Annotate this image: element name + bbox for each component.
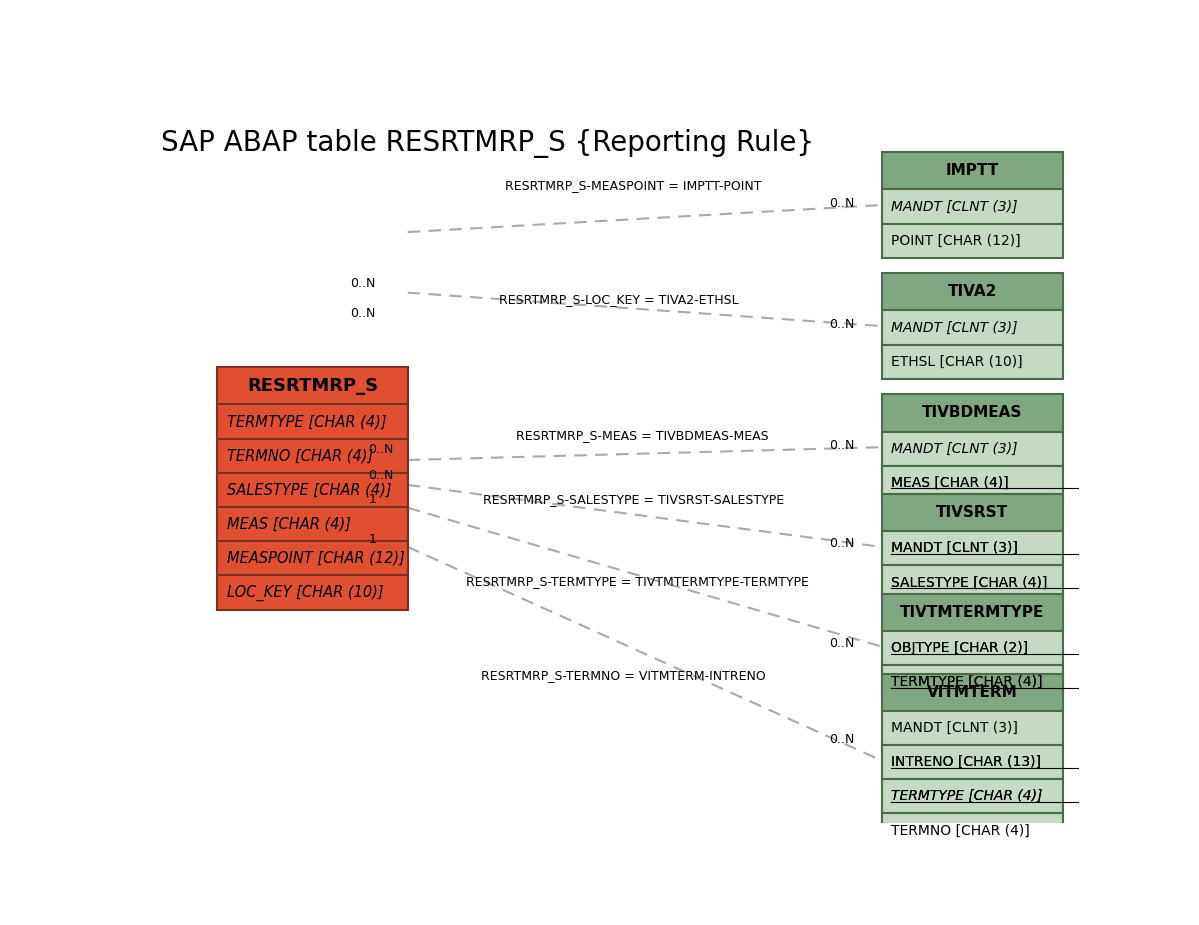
Text: TIVTMTERMTYPE: TIVTMTERMTYPE (900, 605, 1044, 620)
Text: 0..N: 0..N (368, 469, 393, 482)
FancyBboxPatch shape (881, 665, 1062, 699)
FancyBboxPatch shape (881, 745, 1062, 779)
Text: MANDT [CLNT (3)]: MANDT [CLNT (3)] (891, 441, 1018, 456)
Text: MANDT [CLNT (3)]: MANDT [CLNT (3)] (891, 721, 1018, 734)
Text: 0..N: 0..N (829, 439, 854, 452)
FancyBboxPatch shape (217, 367, 408, 404)
Text: MANDT [CLNT (3)]: MANDT [CLNT (3)] (891, 541, 1018, 555)
Text: TERMTYPE [CHAR (4)]: TERMTYPE [CHAR (4)] (891, 789, 1042, 803)
Text: 0..N: 0..N (829, 197, 854, 210)
FancyBboxPatch shape (881, 779, 1062, 813)
Text: SALESTYPE [CHAR (4)]: SALESTYPE [CHAR (4)] (227, 483, 391, 498)
Text: TERMNO [CHAR (4)]: TERMNO [CHAR (4)] (227, 449, 373, 463)
FancyBboxPatch shape (881, 531, 1062, 565)
FancyBboxPatch shape (217, 438, 408, 473)
Text: TERMTYPE [CHAR (4)]: TERMTYPE [CHAR (4)] (227, 414, 386, 429)
Text: 0..N: 0..N (368, 443, 393, 456)
FancyBboxPatch shape (881, 465, 1062, 500)
Text: RESRTMRP_S-TERMTYPE = TIVTMTERMTYPE-TERMTYPE: RESRTMRP_S-TERMTYPE = TIVTMTERMTYPE-TERM… (466, 574, 809, 587)
Text: OBJTYPE [CHAR (2)]: OBJTYPE [CHAR (2)] (891, 641, 1028, 655)
FancyBboxPatch shape (881, 494, 1062, 531)
FancyBboxPatch shape (881, 394, 1062, 431)
Text: RESRTMRP_S-TERMNO = VITMTERM-INTRENO: RESRTMRP_S-TERMNO = VITMTERM-INTRENO (482, 669, 766, 682)
Text: TERMTYPE [CHAR (4)]: TERMTYPE [CHAR (4)] (891, 675, 1042, 689)
Text: OBJTYPE [CHAR (2)]: OBJTYPE [CHAR (2)] (891, 641, 1028, 655)
Text: RESRTMRP_S-MEAS = TIVBDMEAS-MEAS: RESRTMRP_S-MEAS = TIVBDMEAS-MEAS (516, 428, 769, 441)
Text: POINT [CHAR (12)]: POINT [CHAR (12)] (891, 234, 1020, 248)
FancyBboxPatch shape (881, 631, 1062, 665)
Text: MEAS [CHAR (4)]: MEAS [CHAR (4)] (891, 475, 1008, 490)
Text: TERMNO [CHAR (4)]: TERMNO [CHAR (4)] (891, 823, 1030, 837)
FancyBboxPatch shape (881, 813, 1062, 847)
Text: RESRTMRP_S-MEASPOINT = IMPTT-POINT: RESRTMRP_S-MEASPOINT = IMPTT-POINT (505, 179, 761, 192)
Text: SALESTYPE [CHAR (4)]: SALESTYPE [CHAR (4)] (891, 575, 1047, 589)
Text: 0..N: 0..N (829, 536, 854, 549)
Text: SALESTYPE [CHAR (4)]: SALESTYPE [CHAR (4)] (891, 575, 1047, 589)
Text: 0..N: 0..N (829, 636, 854, 649)
Text: MEASPOINT [CHAR (12)]: MEASPOINT [CHAR (12)] (227, 550, 404, 566)
Text: 1: 1 (368, 534, 376, 547)
FancyBboxPatch shape (881, 274, 1062, 311)
Text: RESRTMRP_S-SALESTYPE = TIVSRST-SALESTYPE: RESRTMRP_S-SALESTYPE = TIVSRST-SALESTYPE (482, 493, 784, 506)
FancyBboxPatch shape (217, 507, 408, 541)
FancyBboxPatch shape (881, 345, 1062, 379)
Text: 0..N: 0..N (350, 307, 375, 320)
Text: SAP ABAP table RESRTMRP_S {Reporting Rule}: SAP ABAP table RESRTMRP_S {Reporting Rul… (161, 129, 814, 158)
Text: INTRENO [CHAR (13)]: INTRENO [CHAR (13)] (891, 755, 1041, 769)
FancyBboxPatch shape (217, 404, 408, 438)
FancyBboxPatch shape (881, 190, 1062, 224)
FancyBboxPatch shape (881, 311, 1062, 345)
Text: ETHSL [CHAR (10)]: ETHSL [CHAR (10)] (891, 354, 1023, 369)
Text: TERMTYPE [CHAR (4)]: TERMTYPE [CHAR (4)] (891, 675, 1042, 689)
Text: VITMTERM: VITMTERM (927, 684, 1018, 699)
Text: 0..N: 0..N (350, 277, 375, 290)
Text: IMPTT: IMPTT (946, 164, 999, 179)
Text: MEAS [CHAR (4)]: MEAS [CHAR (4)] (891, 475, 1008, 490)
Text: TERMTYPE [CHAR (4)]: TERMTYPE [CHAR (4)] (891, 789, 1042, 803)
FancyBboxPatch shape (881, 673, 1062, 710)
Text: MEAS [CHAR (4)]: MEAS [CHAR (4)] (227, 516, 350, 532)
FancyBboxPatch shape (881, 594, 1062, 631)
Text: MANDT [CLNT (3)]: MANDT [CLNT (3)] (891, 321, 1018, 335)
Text: MANDT [CLNT (3)]: MANDT [CLNT (3)] (891, 200, 1018, 214)
FancyBboxPatch shape (881, 565, 1062, 599)
Text: 0..N: 0..N (829, 733, 854, 746)
Text: TIVA2: TIVA2 (947, 284, 996, 300)
Text: INTRENO [CHAR (13)]: INTRENO [CHAR (13)] (891, 755, 1041, 769)
FancyBboxPatch shape (881, 224, 1062, 258)
FancyBboxPatch shape (217, 541, 408, 575)
Text: TIVSRST: TIVSRST (936, 505, 1008, 520)
Text: 1: 1 (368, 493, 376, 506)
Text: RESRTMRP_S-LOC_KEY = TIVA2-ETHSL: RESRTMRP_S-LOC_KEY = TIVA2-ETHSL (499, 293, 739, 306)
Text: RESRTMRP_S: RESRTMRP_S (247, 376, 378, 395)
FancyBboxPatch shape (217, 473, 408, 507)
Text: LOC_KEY [CHAR (10)]: LOC_KEY [CHAR (10)] (227, 585, 384, 600)
Text: TIVBDMEAS: TIVBDMEAS (922, 405, 1023, 421)
FancyBboxPatch shape (881, 431, 1062, 465)
Text: MANDT [CLNT (3)]: MANDT [CLNT (3)] (891, 541, 1018, 555)
FancyBboxPatch shape (881, 153, 1062, 190)
FancyBboxPatch shape (217, 575, 408, 610)
FancyBboxPatch shape (881, 710, 1062, 745)
Text: 0..N: 0..N (829, 318, 854, 331)
